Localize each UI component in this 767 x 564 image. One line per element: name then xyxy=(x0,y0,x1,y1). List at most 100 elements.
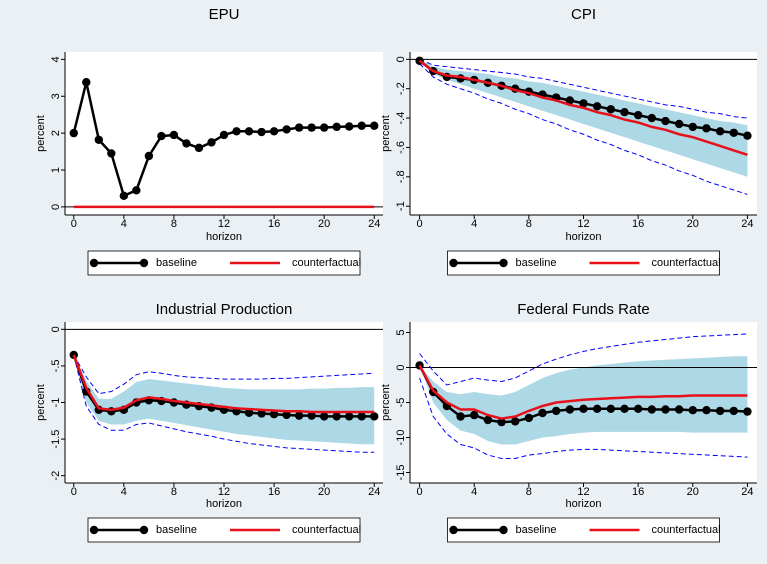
point xyxy=(470,410,479,420)
point xyxy=(344,412,354,421)
ci-line xyxy=(73,354,375,395)
x-tick-label: 4 xyxy=(121,218,127,230)
point xyxy=(688,122,697,132)
point xyxy=(282,125,291,134)
point xyxy=(357,412,366,421)
x-tick-label: 12 xyxy=(218,218,230,230)
panel-title: Industrial Production xyxy=(156,301,293,318)
point xyxy=(633,110,643,120)
point xyxy=(715,406,725,416)
point xyxy=(282,410,291,420)
point xyxy=(144,151,154,161)
x-tick-label: 4 xyxy=(471,486,477,498)
y-tick-label: 5 xyxy=(395,329,407,335)
point xyxy=(269,127,279,136)
point xyxy=(357,121,366,130)
legend-label: counterfactual xyxy=(292,524,361,536)
legend-label: baseline xyxy=(516,524,557,536)
point xyxy=(620,108,629,117)
point xyxy=(483,415,493,425)
point xyxy=(157,131,166,141)
point xyxy=(107,149,116,158)
legend-label: counterfactual xyxy=(292,257,361,269)
x-tick-label: 20 xyxy=(687,218,699,230)
point xyxy=(606,404,616,413)
x-tick-label: 12 xyxy=(218,486,230,498)
ci-line xyxy=(419,63,748,195)
x-tick-label: 24 xyxy=(741,218,753,230)
legend-label: baseline xyxy=(516,257,557,269)
point xyxy=(729,128,738,137)
legend-marker xyxy=(449,258,458,268)
panel-title: EPU xyxy=(209,6,240,23)
series-line xyxy=(418,59,748,156)
x-tick-label: 16 xyxy=(632,218,644,230)
point xyxy=(538,408,547,418)
point xyxy=(344,122,354,131)
y-tick-label: -.2 xyxy=(395,82,407,95)
point xyxy=(674,119,684,129)
x-tick-label: 20 xyxy=(687,486,699,498)
point xyxy=(647,405,657,414)
x-tick-label: 8 xyxy=(171,218,177,230)
y-tick-label: -.6 xyxy=(395,141,407,154)
y-tick-label: -.4 xyxy=(395,112,407,125)
point xyxy=(688,406,697,415)
point xyxy=(207,138,216,147)
point xyxy=(307,123,316,132)
y-tick-label: -10 xyxy=(395,430,407,446)
point xyxy=(269,410,279,419)
legend-marker xyxy=(89,258,99,268)
x-tick-label: 4 xyxy=(471,218,477,230)
x-tick-label: 8 xyxy=(526,486,532,498)
point xyxy=(319,412,329,421)
x-tick-label: 12 xyxy=(577,218,589,230)
point xyxy=(647,113,657,123)
panel: Federal Funds Rate -15 -10 -5 0 5 0 4 8 12 16 20 24 h… xyxy=(380,301,757,543)
point xyxy=(370,412,379,421)
x-tick-label: 24 xyxy=(368,218,380,230)
point xyxy=(715,127,725,136)
y-axis-label: percent xyxy=(380,384,392,421)
point xyxy=(565,405,575,414)
x-tick-label: 20 xyxy=(318,486,330,498)
point xyxy=(592,102,602,111)
point xyxy=(510,417,520,426)
x-tick-label: 16 xyxy=(268,218,280,230)
legend-marker xyxy=(139,258,149,268)
point xyxy=(257,409,266,418)
point xyxy=(219,130,229,140)
x-axis-label: horizon xyxy=(565,498,601,510)
point xyxy=(674,405,684,414)
point xyxy=(82,78,91,87)
y-tick-label: 1 xyxy=(50,167,62,173)
y-tick-label: -5 xyxy=(395,398,407,408)
point xyxy=(497,417,506,427)
y-tick-label: 0 xyxy=(50,204,62,210)
point xyxy=(307,411,316,420)
point xyxy=(524,413,534,423)
x-axis-label: horizon xyxy=(565,231,601,243)
legend-label: counterfactual xyxy=(652,524,721,536)
x-tick-label: 8 xyxy=(171,486,177,498)
y-tick-label: -.5 xyxy=(50,359,62,372)
x-tick-label: 0 xyxy=(417,486,423,498)
point xyxy=(194,143,204,153)
legend-marker xyxy=(499,525,508,535)
x-tick-label: 0 xyxy=(71,218,77,230)
series-line xyxy=(418,364,748,420)
point xyxy=(294,123,304,132)
y-tick-label: -2 xyxy=(50,471,62,481)
y-tick-label: -15 xyxy=(395,465,407,481)
y-tick-label: 0 xyxy=(395,364,407,370)
legend-label: counterfactual xyxy=(652,257,721,269)
ci-line xyxy=(419,333,748,386)
panel-title: Federal Funds Rate xyxy=(517,301,650,318)
y-tick-label: 3 xyxy=(50,93,62,99)
point xyxy=(565,96,575,105)
x-tick-label: 8 xyxy=(526,218,532,230)
legend-marker xyxy=(499,258,508,268)
panel: Industrial Production -2 -1.5 -1 -.5 0 0 4 8 12 16… xyxy=(35,301,383,543)
